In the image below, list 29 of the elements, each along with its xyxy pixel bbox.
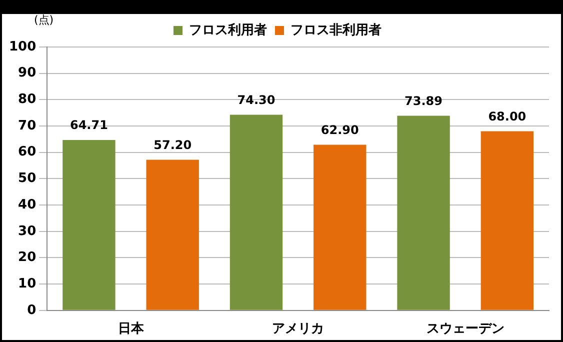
y-tick-label: 80 [18,92,36,108]
x-tick-label: アメリカ [272,322,324,337]
text: 57.20 [154,138,192,152]
x-tick-label: 日本 [118,322,145,337]
bar [62,140,116,310]
text: 62.90 [320,122,359,137]
y-tick-label: 20 [18,250,36,266]
legend-label: フロス利用者 [189,22,267,38]
y-tick-label: 30 [18,224,36,239]
bar [480,131,534,310]
text: 74.30 [237,92,276,107]
legend-label: フロス非利用者 [290,22,382,38]
text: 64.71 [70,118,108,132]
y-tick-label: 100 [8,39,36,54]
y-tick-label: 60 [18,144,36,160]
y-tick-label: 0 [27,302,36,318]
bar [397,116,450,310]
bar [230,114,283,310]
y-axis-title: (点) [34,13,54,26]
y-tick-label: 90 [18,66,36,81]
x-tick-label: スウェーデン [426,322,504,337]
text: 73.89 [404,94,443,108]
y-tick-label: 40 [18,197,36,212]
y-tick-label: 50 [18,171,36,186]
bar [314,144,366,310]
bar [146,160,199,310]
y-tick-label: 10 [18,276,36,292]
text: 68.00 [488,109,526,124]
y-tick-label: 70 [18,118,36,134]
